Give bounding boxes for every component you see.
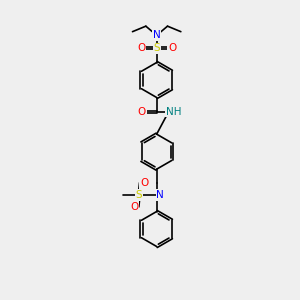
Text: O: O [137,43,145,53]
Text: O: O [140,178,148,188]
Text: O: O [130,202,138,212]
Text: NH: NH [166,107,181,117]
Text: O: O [168,43,176,53]
Text: N: N [157,190,164,200]
Text: O: O [137,107,146,117]
Text: S: S [153,43,160,53]
Text: S: S [136,190,142,200]
Text: N: N [153,30,160,40]
